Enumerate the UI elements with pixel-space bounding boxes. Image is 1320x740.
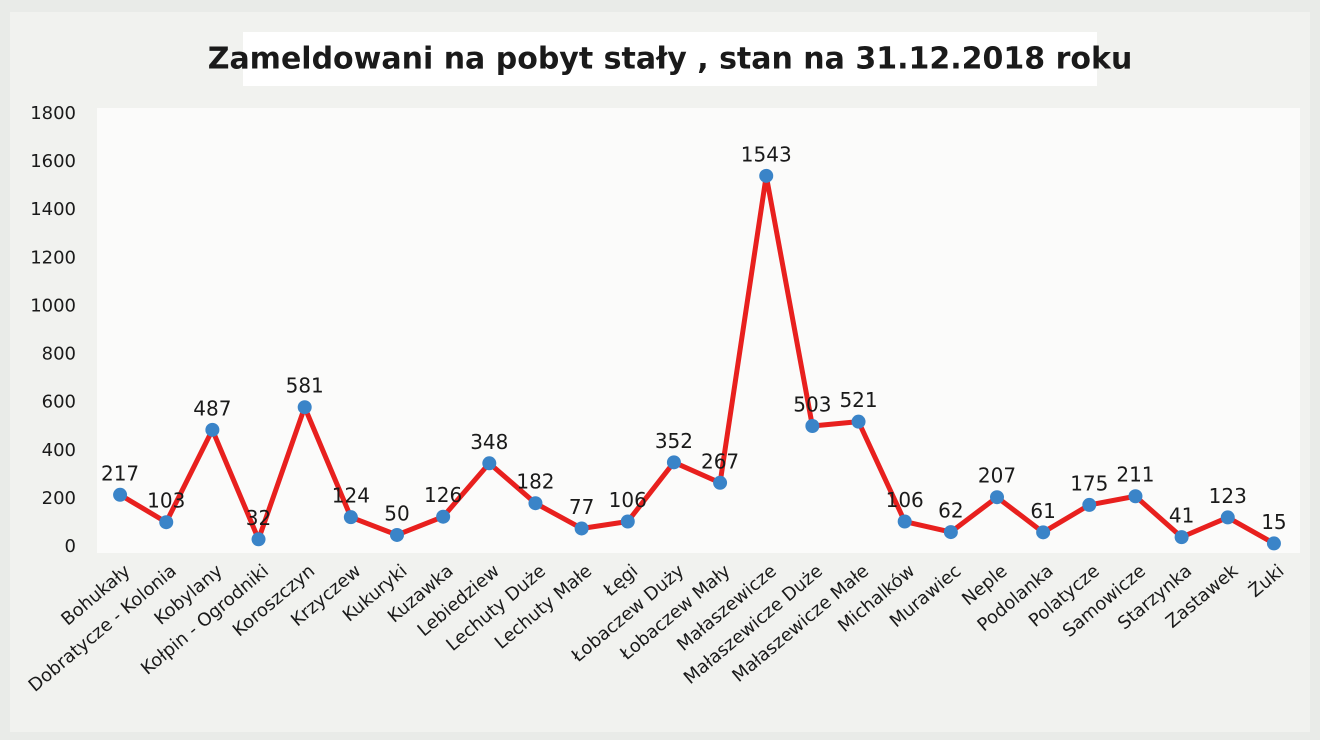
data-point: [159, 515, 174, 530]
data-label: 106: [609, 488, 647, 512]
y-tick-label: 800: [42, 344, 76, 365]
data-label: 182: [516, 470, 554, 494]
y-tick-label: 600: [42, 392, 76, 413]
data-label: 207: [978, 464, 1016, 488]
data-label: 62: [938, 499, 963, 523]
data-label: 581: [286, 374, 324, 398]
data-label: 267: [701, 449, 739, 473]
data-label: 15: [1261, 510, 1286, 534]
y-tick-label: 1400: [30, 199, 76, 220]
data-label: 124: [332, 484, 370, 508]
data-label: 217: [101, 461, 139, 485]
data-point: [436, 509, 451, 524]
data-point: [1266, 536, 1281, 551]
data-label: 77: [569, 495, 594, 519]
y-tick-label: 200: [42, 488, 76, 509]
data-point: [205, 422, 220, 437]
data-point: [620, 514, 635, 529]
data-point: [1036, 525, 1051, 540]
data-label: 487: [193, 396, 231, 420]
data-label: 352: [655, 429, 693, 453]
data-point: [1174, 530, 1189, 545]
data-label: 348: [470, 430, 508, 454]
data-point: [574, 521, 589, 536]
data-point: [851, 414, 866, 429]
data-point: [713, 475, 728, 490]
data-point: [943, 525, 958, 540]
data-label: 103: [147, 489, 185, 513]
data-point: [990, 490, 1004, 505]
data-label: 50: [384, 501, 409, 525]
data-point: [897, 514, 912, 529]
data-label: 32: [246, 506, 271, 530]
y-tick-label: 400: [42, 440, 76, 461]
data-point: [1128, 489, 1143, 504]
y-tick-label: 1800: [30, 103, 76, 124]
data-point: [805, 419, 820, 434]
y-tick-label: 1000: [30, 295, 76, 316]
plot-area: [97, 108, 1300, 553]
chart-title: Zameldowani na pobyt stały , stan na 31.…: [208, 42, 1133, 77]
data-point: [343, 510, 358, 525]
data-line: [118, 173, 1276, 546]
data-label: 503: [793, 393, 831, 417]
data-point: [1220, 510, 1235, 525]
data-label: 41: [1169, 504, 1194, 528]
title-box: [243, 32, 1097, 86]
data-point: [482, 456, 497, 471]
data-label: 126: [424, 483, 462, 507]
y-tick-label: 1600: [30, 151, 76, 172]
data-point: [759, 168, 774, 183]
data-point: [251, 532, 266, 547]
data-label: 106: [886, 488, 924, 512]
data-label: 175: [1070, 471, 1108, 495]
data-label: 1543: [741, 142, 792, 166]
y-tick-label: 1200: [30, 247, 76, 268]
data-label: 123: [1209, 484, 1247, 508]
data-point: [666, 455, 681, 470]
data-label: 521: [839, 388, 877, 412]
data-point: [297, 400, 312, 415]
data-point: [113, 487, 128, 502]
data-point: [1082, 497, 1097, 512]
data-label: 211: [1116, 463, 1154, 487]
data-point: [390, 527, 404, 542]
data-point: [528, 496, 543, 511]
data-label: 61: [1030, 499, 1055, 523]
y-tick-label: 0: [65, 536, 76, 557]
